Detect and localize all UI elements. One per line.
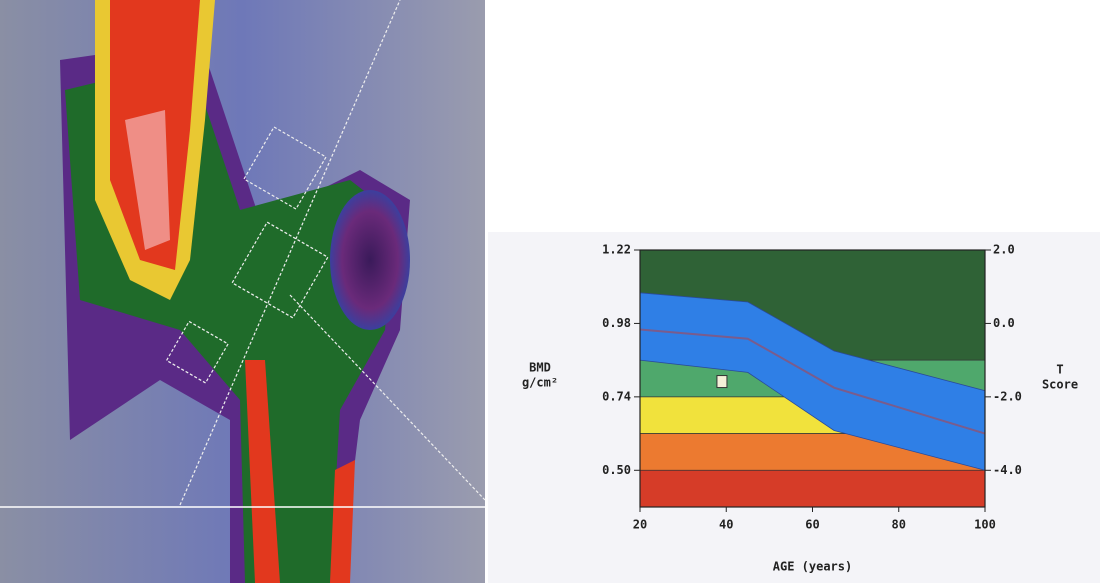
y2-tick-label: 2.0 bbox=[993, 243, 1015, 257]
y2-tick-label: -4.0 bbox=[993, 463, 1022, 477]
x-tick-label: 80 bbox=[892, 518, 906, 532]
x-tick-label: 20 bbox=[633, 518, 647, 532]
y2-tick-label: -2.0 bbox=[993, 389, 1022, 403]
x-tick-label: 40 bbox=[719, 518, 733, 532]
y2-axis-title: T bbox=[1056, 363, 1063, 377]
y2-tick-label: 0.0 bbox=[993, 316, 1015, 330]
dexa-scan bbox=[0, 0, 485, 583]
zone bbox=[640, 470, 985, 507]
patient-marker bbox=[717, 376, 727, 388]
y-tick-label: 0.50 bbox=[602, 463, 631, 477]
page: 0.50 0.74 0.98 1.22 -4.0 -2.0 0.0 2.0 20 40 60 80 10… bbox=[0, 0, 1100, 583]
y2-axis-title: Score bbox=[1042, 378, 1078, 392]
y-tick-label: 1.22 bbox=[602, 243, 631, 257]
x-axis-title: AGE (years) bbox=[773, 560, 852, 574]
x-tick-label: 60 bbox=[805, 518, 819, 532]
y-tick-label: 0.74 bbox=[602, 389, 631, 403]
y-axis-title: g/cm² bbox=[522, 376, 558, 390]
bmd-chart: 0.50 0.74 0.98 1.22 -4.0 -2.0 0.0 2.0 20 40 60 80 10… bbox=[488, 232, 1100, 583]
y-axis-title: BMD bbox=[529, 361, 551, 375]
screen: 0.50 0.74 0.98 1.22 -4.0 -2.0 0.0 2.0 20 40 60 80 10… bbox=[0, 0, 1100, 583]
x-tick-label: 100 bbox=[974, 518, 996, 532]
y-tick-label: 0.98 bbox=[602, 316, 631, 330]
